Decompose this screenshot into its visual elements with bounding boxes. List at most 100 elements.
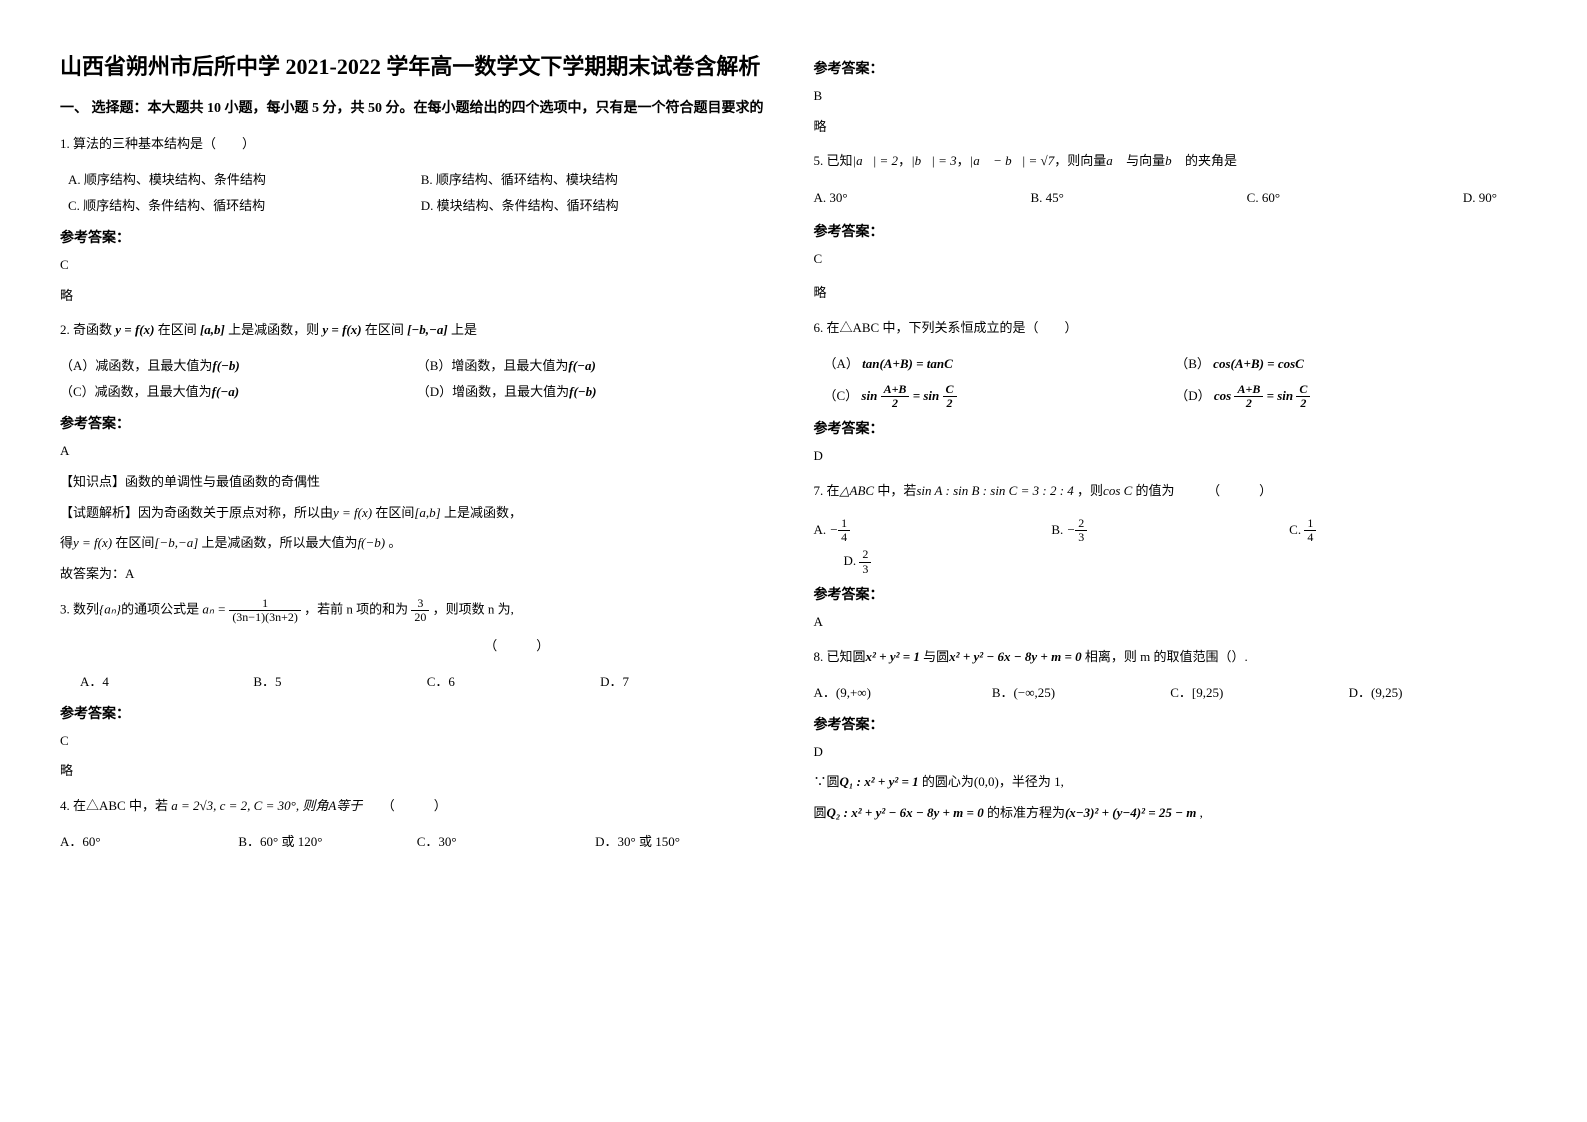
q8-ans-label: 参考答案：: [814, 714, 1528, 734]
q5-ans-label: 参考答案：: [814, 221, 1528, 241]
q4-opt-d: D．30° 或 150°: [595, 829, 773, 855]
q2-stem-a: 2. 奇函数: [60, 322, 115, 337]
q2-sol3-d: 。: [385, 535, 401, 550]
q5-stem-d: 的夹角是: [1182, 153, 1237, 168]
q3-blank: （ ）: [60, 634, 774, 659]
q6-optd-mid: = sin: [1263, 388, 1296, 403]
q4-sol: 略: [814, 115, 1528, 140]
q3-frac2-num: 3: [411, 597, 429, 611]
q2-stem-e: 上是: [448, 322, 477, 337]
q5-ans: C: [814, 247, 1528, 272]
q2-f2: y = f(x): [322, 322, 361, 337]
q7-a-den: 4: [838, 531, 850, 544]
q8-stem-b: 与圆: [920, 649, 949, 664]
q2-sol3-f1: y = f(x): [73, 535, 112, 550]
q1-stem: 1. 算法的三种基本结构是（ ）: [60, 132, 774, 157]
q7-ans-label: 参考答案：: [814, 584, 1528, 604]
q8-sol2: 圆Q₂ : x² + y² − 6x − 8y + m = 0 的标准方程为(x…: [814, 801, 1528, 826]
q3-opt-a: A．4: [80, 669, 253, 695]
q2-sol1: 【知识点】函数的单调性与最值函数的奇偶性: [60, 470, 774, 495]
q6-optd-lden: 2: [1234, 397, 1263, 410]
q1-options: A. 顺序结构、模块结构、条件结构 B. 顺序结构、循环结构、模块结构 C. 顺…: [68, 167, 774, 219]
q6-optc-rden: 2: [943, 397, 957, 410]
q3-opt-c: C．6: [427, 669, 600, 695]
q8-c1: x² + y² = 1: [866, 649, 920, 664]
q2-stem-b: 在区间: [154, 322, 200, 337]
q2-sol2-f1: y = f(x): [333, 505, 372, 520]
q7-a-num: 1: [838, 517, 850, 531]
q3-frac1: 1(3n−1)(3n+2): [229, 597, 301, 624]
q2-sol2-b: 在区间: [372, 505, 414, 520]
q3-frac2: 320: [411, 597, 429, 624]
q6-opta-pre: （A）: [824, 356, 859, 371]
q6-optc-lnum: A+B: [881, 383, 910, 397]
q6-optd-rnum: C: [1296, 383, 1310, 397]
q7-stem-d: 的值为: [1132, 483, 1174, 498]
q8-opt-b: B．(−∞,25): [992, 680, 1170, 706]
q2-optd-pre: （D）增函数，且最大值为: [417, 384, 569, 399]
q8-sol1-q1: Q₁ : x² + y² = 1: [840, 774, 919, 789]
q2-sol4: 故答案为：A: [60, 562, 774, 587]
q6-optc: （C） sin A+B2 = sin C2: [824, 383, 1176, 411]
document-title: 山西省朔州市后所中学 2021-2022 学年高一数学文下学期期末试卷含解析: [60, 50, 774, 83]
q1-opt-c: C. 顺序结构、条件结构、循环结构: [68, 193, 421, 219]
q7-blank: （ ）: [1214, 483, 1273, 498]
q2-sol2: 【试题解析】因为奇函数关于原点对称，所以由y = f(x) 在区间[a,b] 上…: [60, 501, 774, 526]
q5-opt-c: C. 60°: [1247, 184, 1280, 213]
q2-sol3-a: 得: [60, 535, 73, 550]
q3-ans: C: [60, 729, 774, 754]
q2-int2: [−b,−a]: [407, 322, 448, 337]
q7-b-lbl: B.: [1051, 522, 1063, 537]
q7-d-lbl: D.: [844, 553, 857, 568]
q1-sol: 略: [60, 284, 774, 309]
q2-stem-d: 在区间: [362, 322, 408, 337]
q6-ans-label: 参考答案：: [814, 418, 1528, 438]
q1-opt-b: B. 顺序结构、循环结构、模块结构: [421, 167, 774, 193]
q2-ans-label: 参考答案：: [60, 413, 774, 433]
q7-ans: A: [814, 610, 1528, 635]
q6-optc-pre: （C）: [824, 388, 859, 403]
q4-blank: （ ）: [388, 798, 447, 813]
q2-sol3-c: 上是减函数，所以最大值为: [198, 535, 357, 550]
q6-optc-sin: sin: [861, 388, 880, 403]
q4-opt-c: C．30°: [417, 829, 595, 855]
q8-sol1-a: ∵圆: [814, 774, 840, 789]
q8-options: A．(9,+∞) B．(−∞,25) C．[9,25) D．(9,25): [814, 680, 1528, 706]
q8-opt-a: A．(9,+∞): [814, 680, 992, 706]
q3-options: A．4 B．5 C．6 D．7: [80, 669, 774, 695]
q8-stem-c: 相离，则 m 的取值范围（）.: [1082, 649, 1248, 664]
q2-sol2-int1: [a,b]: [414, 505, 440, 520]
q8-stem-a: 8. 已知圆: [814, 649, 866, 664]
q7-b-num: 2: [1075, 517, 1087, 531]
q5-c1: ，: [898, 153, 911, 168]
q6-optb-f: cos(A+B) = cosC: [1213, 356, 1304, 371]
q7-b-sign: −: [1067, 522, 1076, 537]
q5-c2: ，: [957, 153, 970, 168]
q4-opt-a: A．60°: [60, 829, 238, 855]
q6-ans: D: [814, 444, 1528, 469]
q7-a-lbl: A.: [814, 522, 827, 537]
q3-seq: {aₙ}: [99, 601, 121, 616]
q6-optb-pre: （B）: [1175, 356, 1210, 371]
q2-opta-f: f(−b): [212, 358, 239, 373]
q5-stem-c: 与向量: [1123, 153, 1165, 168]
q5-f3: |a⃗ − b⃗| = √7: [970, 153, 1055, 168]
q2-sol3-int1: [−b,−a]: [154, 535, 198, 550]
q2-optc-pre: （C）减函数，且最大值为: [60, 384, 212, 399]
q1-ans: C: [60, 253, 774, 278]
q2-optd-f: f(−b): [569, 384, 596, 399]
q2-ans: A: [60, 439, 774, 464]
q5-stem-b: ，则向量: [1054, 153, 1106, 168]
q5-f2: |b⃗| = 3: [911, 153, 957, 168]
q2-sol3: 得y = f(x) 在区间[−b,−a] 上是减函数，所以最大值为f(−b) 。: [60, 531, 774, 556]
q6-optc-f: sin A+B2 = sin C2: [861, 388, 956, 403]
q2-options-row2: （C）减函数，且最大值为f(−a) （D）增函数，且最大值为f(−b): [60, 379, 774, 405]
q2-sol2-a: 【试题解析】因为奇函数关于原点对称，所以由: [60, 505, 333, 520]
q5-va: a⃗: [1106, 153, 1123, 168]
q5-stem: 5. 已知|a⃗| = 2，|b⃗| = 3，|a⃗ − b⃗| = √7，则向…: [814, 149, 1528, 174]
q7-row2: D. 23: [844, 545, 1528, 576]
q6-optd-lnum: A+B: [1234, 383, 1263, 397]
q5-options: A. 30° B. 45° C. 60° D. 90°: [814, 184, 1528, 213]
q7-c-den: 4: [1304, 531, 1316, 544]
q7-stem-c: ，则: [1074, 483, 1103, 498]
